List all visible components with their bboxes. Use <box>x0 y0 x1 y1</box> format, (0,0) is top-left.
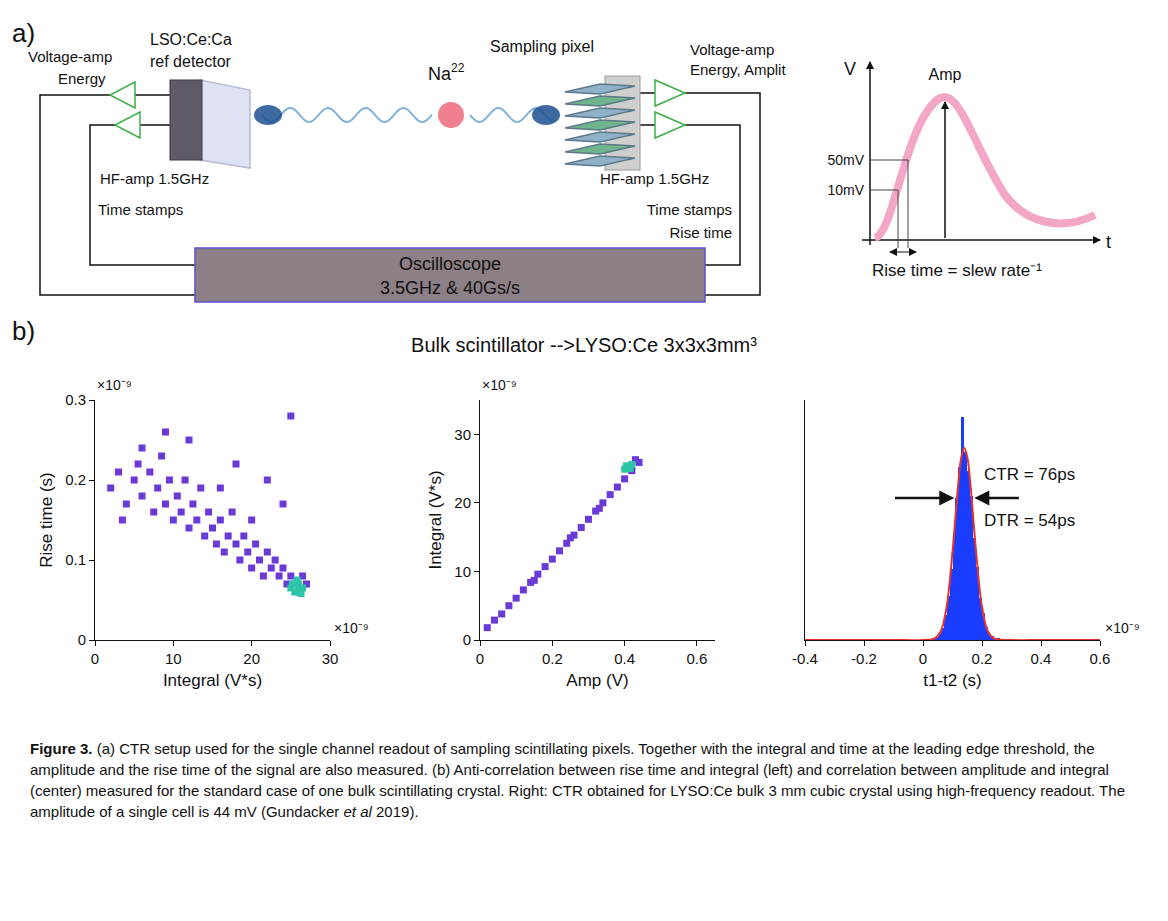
svg-text:0: 0 <box>476 650 484 667</box>
svg-text:0.2: 0.2 <box>542 650 563 667</box>
svg-text:Amp (V): Amp (V) <box>566 671 628 690</box>
svg-text:Rise time (s): Rise time (s) <box>37 472 56 567</box>
svg-text:0: 0 <box>463 631 471 648</box>
svg-text:V: V <box>844 59 856 79</box>
svg-text:HF-amp 1.5GHz: HF-amp 1.5GHz <box>600 170 709 187</box>
svg-text:10: 10 <box>165 650 182 667</box>
svg-text:20: 20 <box>454 494 471 511</box>
svg-text:0.6: 0.6 <box>686 650 707 667</box>
svg-text:30: 30 <box>322 650 339 667</box>
svg-text:ref detector: ref detector <box>150 53 232 70</box>
svg-text:HF-amp 1.5GHz: HF-amp 1.5GHz <box>100 170 209 187</box>
svg-text:50mV: 50mV <box>827 152 864 168</box>
svg-text:0.6: 0.6 <box>1090 650 1111 667</box>
svg-text:Rise time = slew rate⁻¹: Rise time = slew rate⁻¹ <box>872 261 1042 280</box>
svg-text:LSO:Ce:Ca: LSO:Ce:Ca <box>150 31 232 48</box>
svg-text:CTR = 76ps: CTR = 76ps <box>984 465 1075 484</box>
svg-text:Na22: Na22 <box>428 61 465 84</box>
svg-text:30: 30 <box>454 426 471 443</box>
svg-text:10: 10 <box>454 563 471 580</box>
svg-text:Time stamps: Time stamps <box>647 201 732 218</box>
svg-text:3.5GHz & 40Gs/s: 3.5GHz & 40Gs/s <box>380 278 520 298</box>
svg-text:0.3: 0.3 <box>65 391 86 408</box>
svg-text:Time stamps: Time stamps <box>98 201 183 218</box>
svg-text:Amp: Amp <box>929 66 962 83</box>
svg-text:×10⁻⁹: ×10⁻⁹ <box>482 377 517 393</box>
svg-text:0: 0 <box>91 650 99 667</box>
svg-text:0: 0 <box>919 650 927 667</box>
svg-text:Bulk scintillator -->LYSO:Ce 3: Bulk scintillator -->LYSO:Ce 3x3x3mm³ <box>411 334 757 356</box>
svg-text:-0.4: -0.4 <box>792 650 818 667</box>
svg-text:0.2: 0.2 <box>972 650 993 667</box>
svg-text:Integral (V*s): Integral (V*s) <box>163 671 262 690</box>
svg-text:20: 20 <box>243 650 260 667</box>
svg-text:-0.2: -0.2 <box>851 650 877 667</box>
svg-text:×10⁻⁹: ×10⁻⁹ <box>97 377 132 393</box>
svg-text:0.2: 0.2 <box>65 471 86 488</box>
svg-text:t1-t2 (s): t1-t2 (s) <box>923 671 982 690</box>
svg-text:Sampling pixel: Sampling pixel <box>490 38 594 55</box>
svg-text:Rise time: Rise time <box>669 224 732 241</box>
svg-text:×10⁻⁹: ×10⁻⁹ <box>334 620 369 636</box>
svg-text:b): b) <box>12 316 35 346</box>
svg-text:Voltage-amp: Voltage-amp <box>28 48 112 65</box>
svg-text:a): a) <box>12 18 35 48</box>
svg-text:×10⁻⁹: ×10⁻⁹ <box>1105 620 1140 636</box>
svg-text:Voltage-amp: Voltage-amp <box>690 41 774 58</box>
svg-text:0: 0 <box>78 631 86 648</box>
html-text:Figure 3. (a) CTR setup used f: Figure 3. (a) CTR setup used for the sin… <box>30 740 1125 820</box>
svg-text:Energy, Amplit: Energy, Amplit <box>690 61 786 78</box>
svg-text:0.4: 0.4 <box>1031 650 1052 667</box>
svg-text:0.1: 0.1 <box>65 551 86 568</box>
svg-text:Energy: Energy <box>58 70 106 87</box>
svg-text:Oscilloscope: Oscilloscope <box>399 254 501 274</box>
svg-text:10mV: 10mV <box>827 182 864 198</box>
svg-text:0.4: 0.4 <box>614 650 635 667</box>
svg-text:DTR = 54ps: DTR = 54ps <box>984 511 1075 530</box>
svg-text:Integral (V*s): Integral (V*s) <box>426 470 445 569</box>
svg-text:t: t <box>1106 232 1111 252</box>
